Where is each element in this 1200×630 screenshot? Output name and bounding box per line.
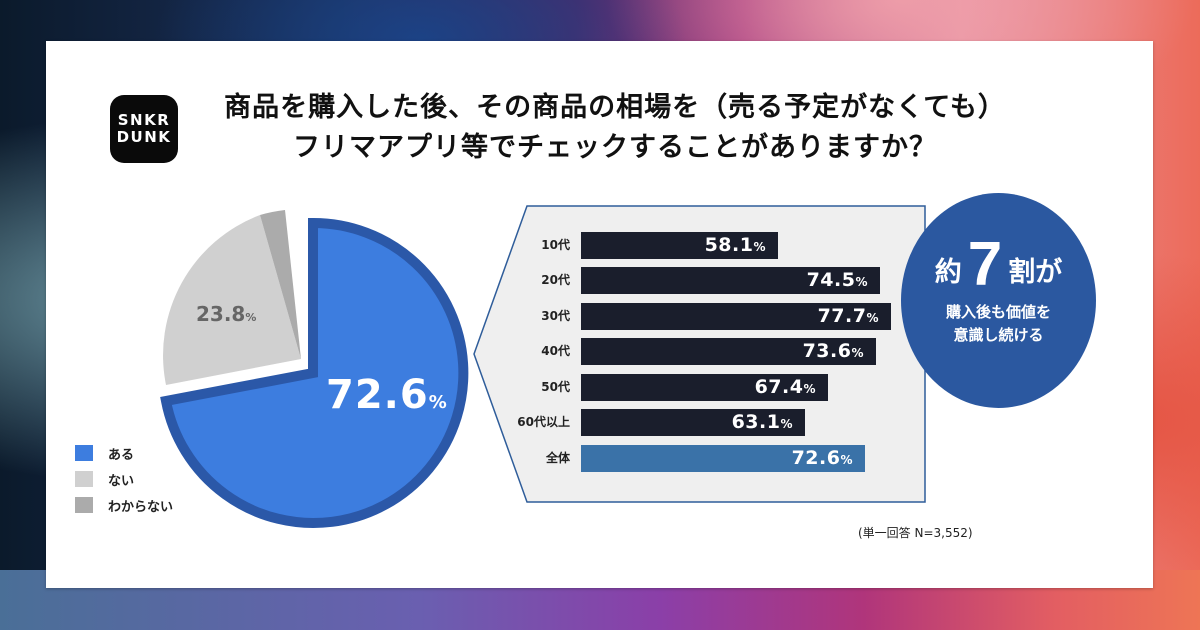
bar-50s: 67.4% <box>581 374 828 401</box>
bar-label-40s: 40代 <box>541 344 570 358</box>
logo-text-line1: SNKR <box>117 111 171 129</box>
pie-slice-unknown <box>260 210 301 359</box>
pie-slice-yes <box>160 217 469 528</box>
legend-swatch-unknown <box>75 497 93 513</box>
bar-30s: 77.7% <box>581 303 891 330</box>
pie-legend: ある ない わからない <box>75 440 173 518</box>
bar-20s: 74.5% <box>581 267 880 294</box>
bar-40s: 73.6% <box>581 338 876 365</box>
legend-item-unknown: わからない <box>75 492 173 518</box>
legend-swatch-yes <box>75 445 93 461</box>
bar-label-30s: 30代 <box>541 309 570 323</box>
callout-circle: 約7 割が 購入後も価値を 意識し続ける <box>901 193 1096 408</box>
bar-10s: 58.1% <box>581 232 778 259</box>
pie-slice-no <box>163 215 301 385</box>
snkrdunk-logo: SNKR DUNK <box>110 95 178 163</box>
title-line-1: 商品を購入した後、その商品の相場を（売る予定がなくても） <box>224 92 1006 123</box>
bar-label-10s: 10代 <box>541 238 570 252</box>
callout-number: 7 <box>967 230 1003 299</box>
legend-swatch-no <box>75 471 93 487</box>
title-line-2: フリマアプリ等でチェックすることがありますか？ <box>293 132 937 163</box>
bar-60s-plus: 63.1% <box>581 409 805 436</box>
bar-label-total: 全体 <box>545 451 570 465</box>
bar-label-50s: 50代 <box>541 380 570 394</box>
pie-label-no: 23.8% <box>196 302 257 326</box>
sample-size-note: (単一回答 N=3,552) <box>858 526 973 540</box>
logo-text-line2: DUNK <box>116 128 172 146</box>
callout-headline: 約7 割が <box>934 230 1063 299</box>
bar-label-60s-plus: 60代以上 <box>517 415 570 429</box>
pie-minor-slices <box>163 210 301 385</box>
bar-label-20s: 20代 <box>541 273 570 287</box>
page-title: 商品を購入した後、その商品の相場を（売る予定がなくても） フリマアプリ等でチェッ… <box>190 88 1040 168</box>
legend-item-yes: ある <box>75 440 173 466</box>
pie-label-yes: 72.6% <box>326 372 448 418</box>
callout-subtext: 購入後も価値を 意識し続ける <box>945 303 1051 344</box>
legend-item-no: ない <box>75 466 173 492</box>
bar-total: 72.6% <box>581 445 865 472</box>
